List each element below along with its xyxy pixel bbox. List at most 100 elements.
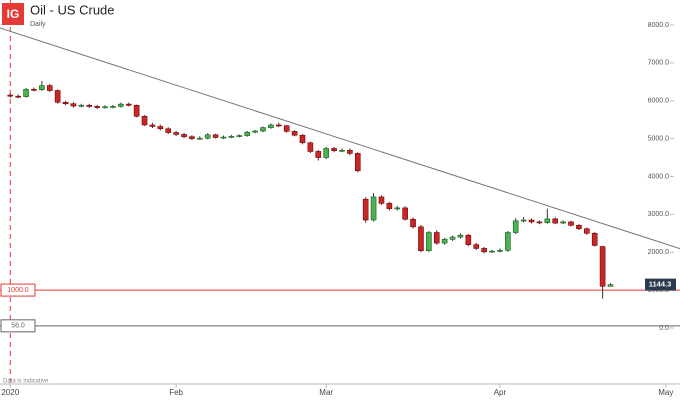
candle-body (536, 221, 543, 224)
candle-body (307, 142, 314, 152)
candle-body (394, 207, 401, 210)
candle-body (283, 125, 290, 132)
candle-body (370, 196, 377, 221)
x-tick-label: May (658, 388, 673, 397)
note: Data is indicative (3, 379, 49, 385)
x-tick-label: Feb (169, 388, 183, 397)
candle-body (544, 218, 551, 223)
candle-body (552, 218, 559, 224)
candle-body (560, 221, 566, 224)
candle-body (291, 131, 298, 136)
candle-body (118, 103, 124, 107)
candle-body (426, 232, 432, 251)
x-tick-label: Mar (319, 388, 333, 397)
candle-body (607, 284, 614, 287)
candle-body (275, 124, 282, 127)
candle-body (94, 106, 100, 108)
y-tick-label: 2000.0 (648, 249, 670, 256)
candle-body (489, 250, 495, 253)
candle-body (212, 134, 219, 138)
candle-body (228, 136, 235, 138)
x-tick-label: 2020 (1, 388, 19, 397)
candle-body (110, 106, 116, 108)
candle-body (315, 151, 322, 158)
candle-body (62, 101, 69, 105)
chart-title: Oil - US Crude (30, 2, 115, 17)
candle-body (165, 128, 172, 133)
candle-body (149, 124, 156, 127)
candle-body (70, 103, 77, 107)
candle-body (473, 244, 480, 249)
candle-body (244, 131, 251, 136)
candle-body (576, 225, 582, 230)
candle-body (141, 115, 148, 126)
candle-body (465, 234, 472, 245)
candle-body (236, 135, 243, 137)
candle-body (220, 136, 227, 139)
candle-body (568, 221, 574, 226)
candle-body (39, 85, 45, 91)
candle-body (23, 89, 29, 97)
y-tick-label: 8000.0 (648, 22, 670, 29)
candle-body (584, 228, 590, 234)
candle-body (481, 248, 487, 253)
candle-body (133, 104, 140, 117)
line-label: 56.0 (11, 323, 25, 330)
candle-body (157, 126, 164, 130)
y-tick-label: 0.0 (659, 325, 669, 332)
trendline (0, 27, 680, 250)
candle-body (7, 94, 14, 97)
candle-body (528, 219, 535, 223)
y-tick-label: 4000.0 (648, 173, 670, 180)
candle-body (15, 95, 21, 98)
candle-body (441, 239, 448, 244)
candle-body (410, 218, 416, 228)
candle-body (46, 85, 53, 91)
line-label-box (0, 319, 36, 333)
y-tick-label: 6000.0 (648, 98, 670, 105)
logo-box (2, 3, 24, 25)
candle-body (204, 134, 211, 139)
chart-subtitle: Daily (30, 21, 46, 28)
candle-body (189, 136, 195, 139)
y-tick-label: 7000.0 (648, 60, 670, 67)
candle-body (497, 250, 503, 252)
logo: IG (7, 7, 20, 21)
y-tick-label: 5000.0 (648, 135, 670, 142)
candle-body (402, 207, 408, 220)
candle-body (418, 226, 424, 251)
candle-body (268, 124, 274, 128)
candle-body (125, 103, 132, 106)
candle-body (252, 130, 258, 133)
candle-body (505, 232, 511, 251)
line-label: 1000.0 (7, 287, 29, 294)
candle-body (378, 196, 385, 204)
candle-body (449, 236, 456, 240)
y-tick-label: 3000.0 (648, 211, 670, 218)
candle-body (299, 134, 306, 144)
candle-body (386, 203, 393, 209)
candle-body (457, 234, 464, 238)
candle-body (323, 148, 329, 158)
candle-body (347, 150, 353, 154)
candle-body (102, 106, 108, 109)
candle-body (54, 90, 61, 103)
last-price-label: 1144.3 (649, 280, 672, 289)
candle-body (197, 137, 203, 140)
candle-body (78, 104, 85, 107)
candle-body (520, 219, 527, 222)
x-tick-label: Apr (494, 388, 507, 397)
candle-body (354, 153, 361, 172)
candle-body (86, 104, 93, 107)
candle-body (260, 127, 266, 132)
line-label-box (0, 283, 36, 297)
candle-body (181, 134, 187, 138)
candle-body (31, 89, 37, 91)
candle-body (433, 232, 440, 244)
candle-body (362, 198, 369, 221)
candle-body (173, 132, 179, 135)
candle-body (339, 150, 345, 152)
candle-body (512, 220, 519, 233)
